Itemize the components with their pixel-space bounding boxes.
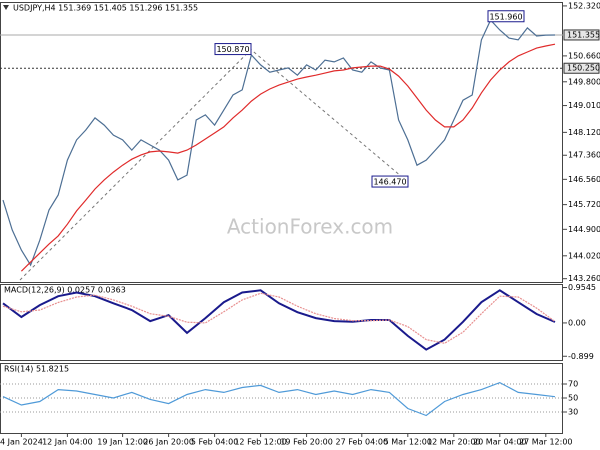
x-tick-label: 12 Jan 04:00	[42, 438, 93, 447]
x-tick-label: 26 Jan 20:00	[143, 438, 194, 447]
y-tick-label: 143.260	[568, 274, 600, 283]
price-level-box	[563, 29, 600, 41]
x-tick-label: 4 Jan 2024	[0, 438, 43, 447]
indicator-line	[2, 292, 556, 344]
x-tick-label: 19 Feb 20:00	[280, 438, 332, 447]
y-tick-label: -0.899	[568, 352, 594, 361]
indicator-line	[20, 43, 556, 272]
panel-frame	[0, 2, 563, 283]
y-tick-label: 147.360	[568, 151, 600, 160]
annotation-label: 146.470	[373, 178, 406, 187]
price-level-box	[563, 62, 600, 74]
x-tick-label: 5 Mar 12:00	[384, 438, 432, 447]
rsi-title: RSI(14) 51.8215	[4, 365, 69, 374]
y-tick-label: 144.900	[568, 225, 600, 234]
watermark: ActionForex.com	[227, 215, 393, 239]
y-tick-label: 146.560	[568, 175, 600, 184]
y-tick-label: 149.800	[568, 77, 600, 86]
y-tick-label: 144.020	[568, 251, 600, 260]
x-tick-label: 5 Feb 04:00	[191, 438, 238, 447]
annotation-label: 151.960	[489, 12, 522, 21]
y-tick-label: 0.00	[568, 318, 586, 327]
annotation-box	[487, 10, 525, 23]
annotation-box	[214, 43, 252, 56]
annotation-box	[371, 175, 409, 188]
indicator-line	[2, 381, 556, 417]
y-tick-label: 149.010	[568, 101, 600, 110]
y-tick-label: 50	[568, 394, 578, 403]
y-tick-label: 30	[568, 408, 578, 417]
y-tick-label: 70	[568, 380, 578, 389]
x-tick-label: 27 Feb 04:00	[336, 438, 388, 447]
x-tick-label: 20 Mar 04:00	[473, 438, 526, 447]
x-tick-label: 19 Jan 12:00	[97, 438, 148, 447]
price-line	[2, 19, 556, 267]
y-tick-label: 145.720	[568, 200, 600, 209]
y-tick-label: 150.660	[568, 51, 600, 60]
annotation-label: 150.870	[216, 45, 249, 54]
price-level-label: 151.355	[567, 30, 600, 39]
y-tick-label: 0.9545	[568, 283, 596, 292]
x-tick-label: 27 Mar 12:00	[519, 438, 572, 447]
indicator-line	[2, 289, 556, 351]
y-tick-label: 148.120	[568, 128, 600, 137]
y-tick-label: 152.320	[568, 1, 600, 10]
panel-frame	[0, 284, 563, 361]
chart-title: USDJPY,H4 151.369 151.405 151.296 151.35…	[13, 4, 198, 13]
x-tick-label: 12 Mar 20:00	[427, 438, 480, 447]
x-tick-label: 12 Feb 12:00	[234, 438, 286, 447]
macd-title: MACD(12,26,9) 0.0257 0.0363	[4, 286, 126, 295]
price-level-label: 150.250	[567, 64, 600, 73]
menu-icon[interactable]	[3, 5, 9, 10]
